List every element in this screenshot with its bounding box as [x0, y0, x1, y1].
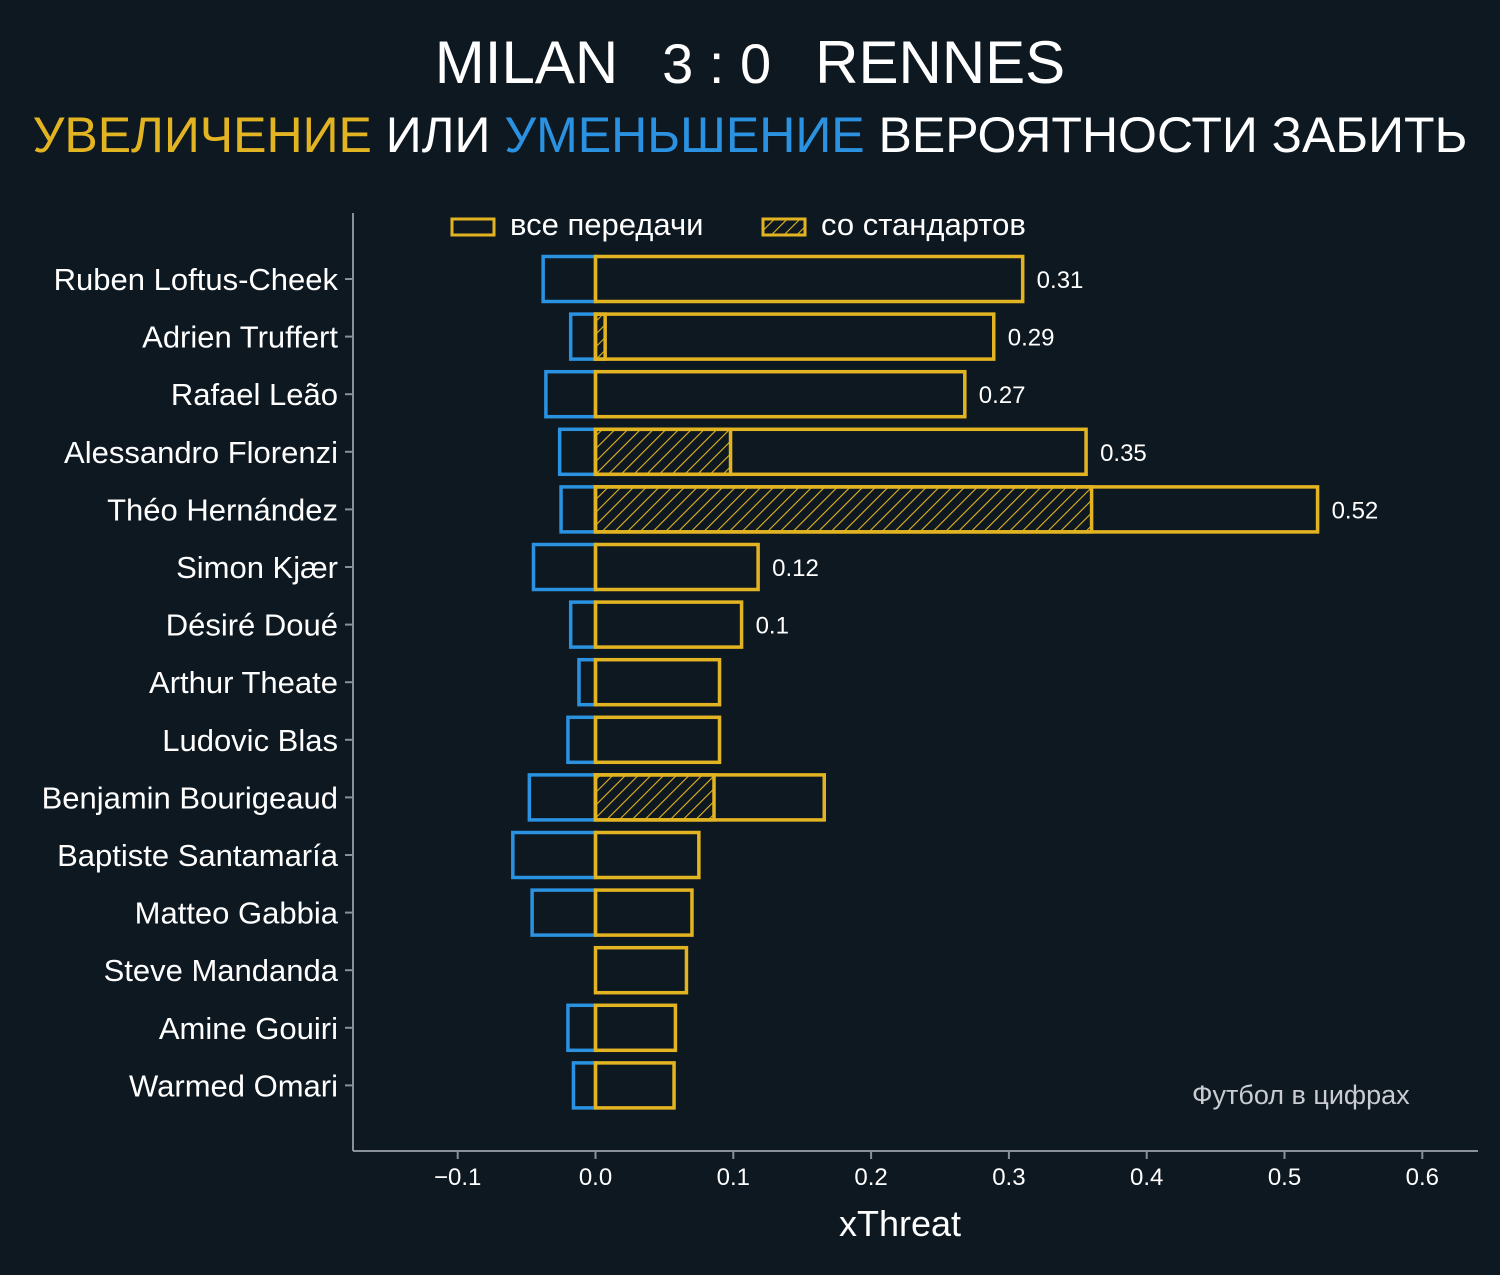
x-axis-label: xThreat: [839, 1203, 961, 1244]
x-tick-label: 0.1: [717, 1164, 750, 1191]
decrease-bar: [511, 830, 598, 880]
legend-swatch-set-pieces: [761, 217, 807, 237]
decrease-bar: [577, 657, 598, 707]
increase-bar: [593, 773, 826, 822]
increase-bar: [593, 427, 1088, 477]
legend-label-set-pieces: со стандартов: [821, 207, 1026, 242]
increase-bar: [593, 485, 1320, 534]
decrease-bar: [530, 888, 598, 937]
x-tick-label: 0.2: [854, 1164, 887, 1191]
player-label: Théo Hernández: [107, 492, 338, 527]
decrease-bar: [571, 1061, 598, 1110]
increase-bar: [593, 945, 689, 995]
increase-bar: [593, 254, 1025, 304]
decrease-bar: [568, 600, 598, 649]
set-piece-bar: [593, 485, 1094, 534]
decrease-bar: [568, 312, 598, 361]
subtitle-or: ИЛИ: [385, 107, 491, 163]
player-label: Steve Mandanda: [104, 953, 339, 988]
player-label: Benjamin Bourigeaud: [42, 780, 338, 815]
x-tick-label: 0.5: [1268, 1164, 1301, 1191]
player-label: Simon Kjær: [176, 550, 338, 585]
player-label: Warmed Omari: [129, 1068, 338, 1103]
decrease-bar: [566, 1003, 598, 1053]
set-piece-bar: [593, 427, 733, 477]
set-piece-bar: [593, 773, 716, 822]
value-label: 0.12: [772, 555, 819, 582]
increase-bar: [593, 312, 996, 361]
decrease-bar: [527, 773, 598, 822]
x-tick-label: 0.0: [579, 1164, 612, 1191]
value-label: 0.29: [1008, 325, 1055, 352]
decrease-bar: [566, 715, 598, 765]
value-label: 0.31: [1037, 267, 1084, 294]
increase-bar: [593, 542, 760, 592]
decrease-bar: [559, 485, 598, 534]
player-label: Arthur Theate: [149, 665, 338, 700]
away-team: RENNES: [815, 29, 1066, 96]
player-label: Alessandro Florenzi: [64, 435, 338, 470]
home-team: MILAN: [434, 29, 619, 96]
player-label: Ludovic Blas: [162, 723, 338, 758]
legend-swatch-all-passes: [450, 217, 496, 237]
decrease-bar: [531, 542, 598, 592]
x-tick-label: −0.1: [434, 1164, 481, 1191]
increase-bar: [593, 1061, 676, 1110]
decrease-bar: [544, 369, 598, 419]
source-credit: Футбол в цифрах: [1192, 1080, 1410, 1110]
value-label: 0.35: [1100, 440, 1147, 467]
increase-bar: [593, 1003, 678, 1053]
player-label: Ruben Loftus-Cheek: [54, 262, 339, 297]
match-title: MILAN 3 : 0 RENNES: [0, 28, 1500, 99]
match-score: 3 : 0: [662, 32, 772, 95]
subtitle-rest: ВЕРОЯТНОСТИ ЗАБИТЬ: [878, 107, 1468, 163]
increase-bar: [593, 830, 701, 880]
player-label: Rafael Leão: [171, 377, 338, 412]
chart-legend: все передачи со стандартов: [450, 207, 1026, 242]
x-tick-label: 0.6: [1406, 1164, 1439, 1191]
player-label: Adrien Truffert: [142, 320, 338, 355]
increase-bar: [593, 888, 694, 937]
player-label: Baptiste Santamaría: [57, 838, 339, 873]
increase-bar: [593, 715, 722, 765]
increase-bar: [593, 600, 744, 649]
decrease-bar: [557, 427, 598, 477]
decrease-bar: [541, 254, 598, 304]
legend-label-all-passes: все передачи: [510, 207, 703, 242]
chart-subtitle: УВЕЛИЧЕНИЕ ИЛИ УМЕНЬШЕНИЕ ВЕРОЯТНОСТИ ЗА…: [0, 104, 1500, 166]
value-label: 0.1: [756, 613, 789, 640]
player-label: Amine Gouiri: [159, 1011, 338, 1046]
increase-bar: [593, 657, 722, 707]
value-label: 0.52: [1332, 497, 1379, 524]
subtitle-decrease: УМЕНЬШЕНИЕ: [504, 107, 865, 163]
value-label: 0.27: [979, 382, 1026, 409]
subtitle-increase: УВЕЛИЧЕНИЕ: [32, 107, 372, 163]
player-label: Matteo Gabbia: [135, 896, 339, 931]
x-tick-label: 0.4: [1130, 1164, 1163, 1191]
increase-bar: [593, 369, 967, 419]
x-tick-label: 0.3: [992, 1164, 1025, 1191]
player-label: Désiré Doué: [166, 608, 338, 643]
